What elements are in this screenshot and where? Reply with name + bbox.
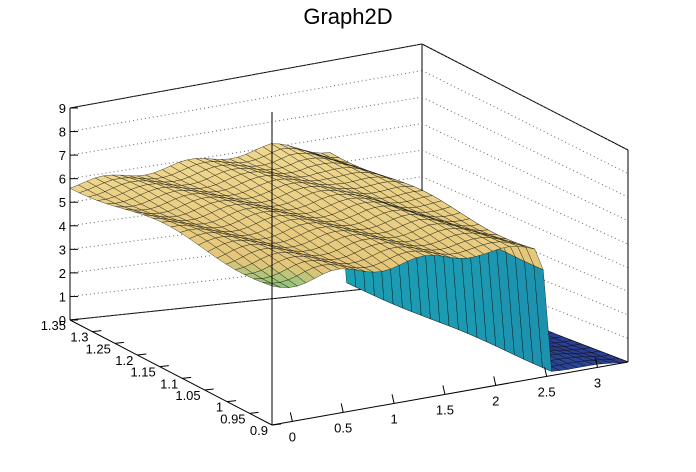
z-tick-label: 5: [59, 195, 66, 210]
z-tick-label: 3: [59, 242, 66, 257]
x-tick-label: 2.5: [538, 384, 556, 399]
x-tick-label: 1: [390, 411, 397, 426]
z-tick-label: 0: [59, 313, 66, 328]
x-tick-label: 2: [492, 393, 499, 408]
y-tick-label: 1.2: [115, 353, 133, 368]
y-tick: [159, 365, 169, 368]
x-tick: [493, 376, 497, 386]
y-tick: [204, 388, 214, 391]
z-tick-label: 7: [59, 148, 66, 163]
z-tick-label: 2: [59, 266, 66, 281]
back-top-right: [421, 43, 629, 151]
grid-line-back-left: [69, 149, 423, 203]
grid-line-back-left: [69, 70, 423, 133]
x-tick: [442, 385, 446, 395]
grid-line-back-right: [421, 123, 629, 222]
y-tick-label: 1.05: [175, 388, 200, 403]
grid-line-back-right: [421, 96, 629, 198]
z-tick-label: 9: [59, 101, 66, 116]
x-tick: [391, 394, 395, 404]
y-tick: [249, 411, 259, 414]
y-tick-label: 1: [216, 400, 223, 415]
x-tick-label: 0: [289, 429, 296, 444]
z-tick-label: 4: [59, 219, 66, 234]
x-axis-line: [271, 361, 629, 426]
x-tick: [340, 403, 344, 413]
y-tick-label: 1.15: [130, 365, 155, 380]
axis-ticks: 00.511.522.530.90.9511.051.11.151.21.251…: [41, 101, 601, 444]
y-tick: [92, 330, 102, 333]
x-tick: [289, 412, 293, 422]
y-tick-label: 1.35: [41, 318, 66, 333]
grid-line-back-left: [69, 123, 423, 180]
y-tick: [114, 341, 124, 344]
z-tick-label: 8: [59, 125, 66, 140]
front-frame: [69, 108, 629, 426]
chart-title: Graph2D: [303, 4, 392, 29]
grid-line-back-left: [69, 282, 423, 321]
surface-mesh: [69, 143, 629, 372]
grid-line-back-right: [421, 149, 629, 245]
y-axis-line: [69, 319, 273, 426]
y-tick-label: 1.3: [70, 330, 88, 345]
x-tick-label: 1.5: [436, 402, 454, 417]
y-tick: [271, 423, 282, 426]
y-tick-label: 1.1: [160, 376, 178, 391]
grid-line-back-left: [69, 96, 423, 156]
back-top-left: [69, 43, 423, 109]
x-tick-label: 0.5: [334, 420, 352, 435]
y-tick-label: 0.95: [220, 411, 245, 426]
x-tick: [544, 367, 548, 377]
y-tick: [137, 353, 147, 356]
z-tick-label: 1: [59, 289, 66, 304]
y-tick: [182, 376, 192, 379]
x-tick-label: 3: [594, 375, 601, 390]
x-tick: [594, 358, 598, 368]
grid-line-back-right: [421, 70, 629, 175]
y-tick: [227, 400, 237, 403]
z-tick-label: 6: [59, 172, 66, 187]
y-tick-label: 0.9: [250, 423, 268, 438]
y-tick-label: 1.25: [86, 341, 111, 356]
grid-line-back-right: [421, 176, 629, 269]
